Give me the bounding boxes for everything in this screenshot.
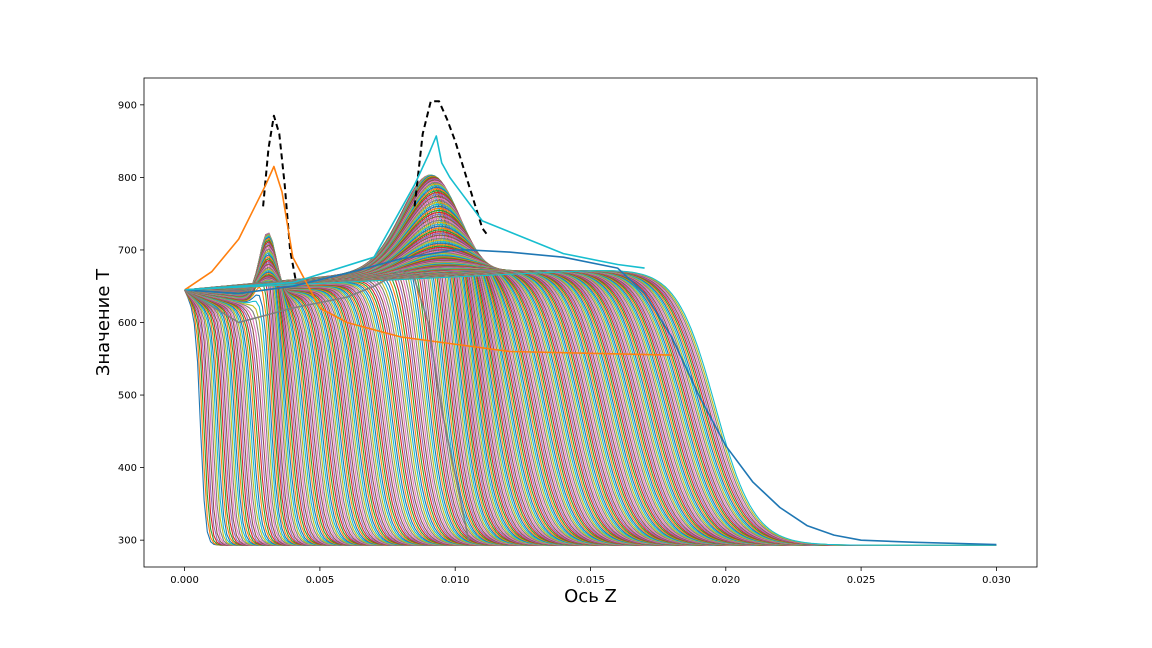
x-tick-label: 0.025 <box>847 575 876 586</box>
x-tick-label: 0.015 <box>576 575 605 586</box>
peak-envelope-line <box>262 114 297 280</box>
x-tick-label: 0.020 <box>711 575 740 586</box>
series-line <box>184 269 470 541</box>
y-axis-ticks: 300 400 500 600 700 800 900 <box>118 100 144 547</box>
y-tick-label: 700 <box>118 245 137 256</box>
series-line <box>184 249 997 546</box>
x-tick-label: 0.010 <box>441 575 470 586</box>
y-tick-label: 600 <box>118 318 137 329</box>
y-tick-label: 900 <box>118 100 137 111</box>
y-tick-label: 300 <box>118 536 137 547</box>
x-tick-label: 0.030 <box>982 575 1011 586</box>
x-axis-label: Ось Z <box>564 586 617 607</box>
y-axis-label: Значение T <box>93 268 114 376</box>
series-line <box>184 165 672 356</box>
series-line <box>184 135 645 291</box>
y-tick-label: 500 <box>118 391 137 402</box>
series-line <box>184 270 997 546</box>
y-tick-label: 400 <box>118 463 137 474</box>
y-tick-label: 800 <box>118 173 137 184</box>
x-tick-label: 0.005 <box>306 575 335 586</box>
x-axis-ticks: 0.000 0.005 0.010 0.015 0.020 0.025 0.030 <box>170 567 1011 586</box>
series-lines <box>184 100 997 546</box>
x-tick-label: 0.000 <box>170 575 199 586</box>
